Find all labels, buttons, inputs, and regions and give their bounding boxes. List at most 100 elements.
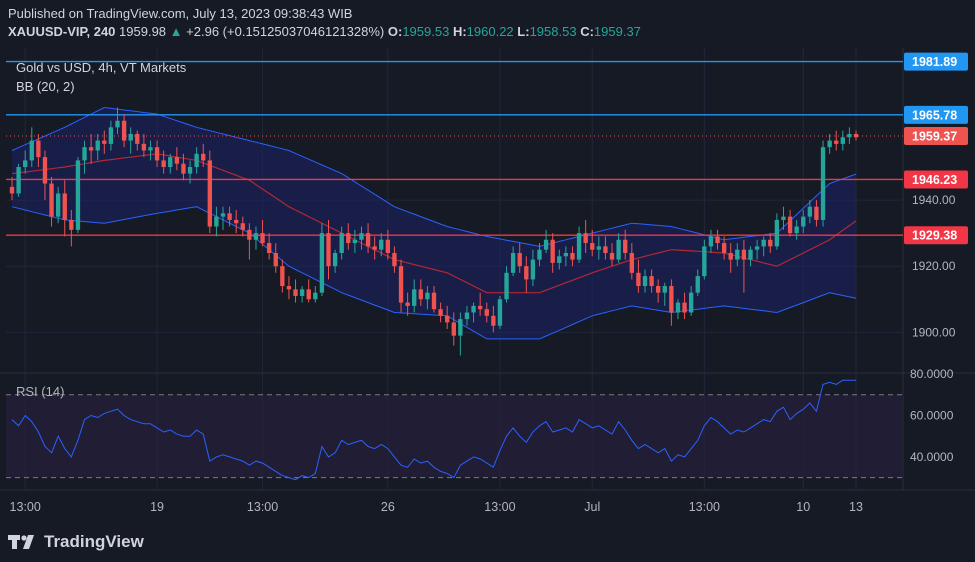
candle [425, 286, 430, 310]
price-level-badge: 1929.38 [904, 226, 968, 245]
candle [728, 243, 733, 273]
candle [234, 210, 239, 234]
candle [491, 305, 496, 333]
candle-body [814, 206, 819, 220]
candle [471, 302, 476, 323]
candle-body [550, 239, 555, 263]
candle [662, 282, 667, 306]
candle [346, 223, 351, 250]
price-axis-tick: 1920.00 [912, 259, 956, 273]
candle [201, 143, 206, 168]
price-level-badge: 1946.23 [904, 170, 968, 189]
candle-body [69, 219, 74, 230]
candle [412, 279, 417, 313]
candle-body [207, 160, 212, 227]
candle [477, 292, 483, 316]
bb-indicator-label[interactable]: BB (20, 2) [16, 79, 75, 94]
high-value: 1960.22 [466, 24, 514, 39]
price-level-badge-label: 1965.78 [912, 108, 957, 122]
candle [623, 229, 628, 260]
candle [543, 229, 549, 253]
price-level-badge: 1959.37 [904, 127, 968, 146]
candle-body [392, 252, 397, 267]
candle [49, 176, 54, 227]
candle [398, 259, 404, 313]
candle-body [616, 239, 621, 260]
candle [154, 140, 160, 168]
rsi-axis-tick: 40.0000 [910, 450, 954, 464]
close-label: C: [580, 24, 594, 39]
candle-body [695, 276, 700, 293]
candle [530, 249, 536, 287]
candle-body [36, 140, 41, 158]
candle-body [425, 292, 430, 300]
candle [313, 286, 318, 303]
candle-body [702, 246, 707, 277]
chart-title[interactable]: Gold vs USD, 4h, VT Markets [16, 60, 187, 75]
candle [88, 133, 94, 164]
candle-body [135, 133, 140, 144]
candle [9, 176, 15, 201]
price-level-badge-label: 1946.23 [912, 173, 957, 187]
candle [787, 210, 793, 237]
price-level-badge: 1965.78 [904, 105, 968, 124]
candle-body [570, 252, 575, 260]
candle [656, 279, 661, 303]
candle-body [794, 226, 799, 234]
candle [847, 127, 852, 144]
candle [194, 147, 199, 174]
candle-body [774, 219, 780, 247]
candle [55, 186, 61, 224]
candle-body [405, 302, 410, 306]
candle [629, 243, 634, 280]
candle [372, 236, 377, 260]
candle [754, 239, 760, 260]
candle [359, 226, 364, 250]
candle [642, 269, 648, 293]
candle [227, 206, 232, 227]
candle [42, 150, 48, 201]
bollinger-middle-band [11, 153, 857, 294]
candle [214, 206, 219, 237]
candle-body [609, 252, 615, 260]
candle [115, 107, 120, 134]
candle-body [576, 233, 582, 260]
candle [379, 233, 384, 257]
candle-body [306, 289, 311, 300]
candle [135, 130, 140, 151]
candle [181, 153, 186, 181]
candle-body [398, 266, 404, 303]
candle [266, 233, 272, 260]
candle [741, 239, 747, 293]
candle-body [840, 137, 845, 144]
candle-body [75, 160, 81, 230]
candle [735, 243, 740, 267]
candle [339, 226, 344, 260]
symbol-name[interactable]: XAUUSD-VIP, 240 [8, 24, 116, 39]
candle [761, 236, 766, 257]
candle-body [477, 305, 483, 310]
candle-body [227, 213, 232, 220]
candle [29, 127, 34, 168]
candle [326, 219, 331, 280]
candle [669, 279, 674, 326]
price-level-badge-label: 1981.89 [912, 55, 957, 69]
candle [121, 114, 127, 148]
candle-body [55, 193, 61, 217]
candle [273, 243, 278, 273]
candle [280, 259, 285, 293]
candle-body [504, 272, 509, 300]
candle-body [49, 183, 54, 217]
rsi-line [11, 379, 856, 481]
candle-body [293, 289, 298, 296]
open-value: 1959.53 [402, 24, 450, 39]
candle-body [682, 302, 687, 313]
candle [385, 229, 391, 260]
rsi-indicator-label[interactable]: RSI (14) [16, 384, 65, 399]
candle [590, 229, 595, 257]
candle [299, 286, 305, 303]
candle-body [629, 252, 634, 273]
candle-body [108, 127, 114, 144]
candle-body [787, 216, 793, 234]
